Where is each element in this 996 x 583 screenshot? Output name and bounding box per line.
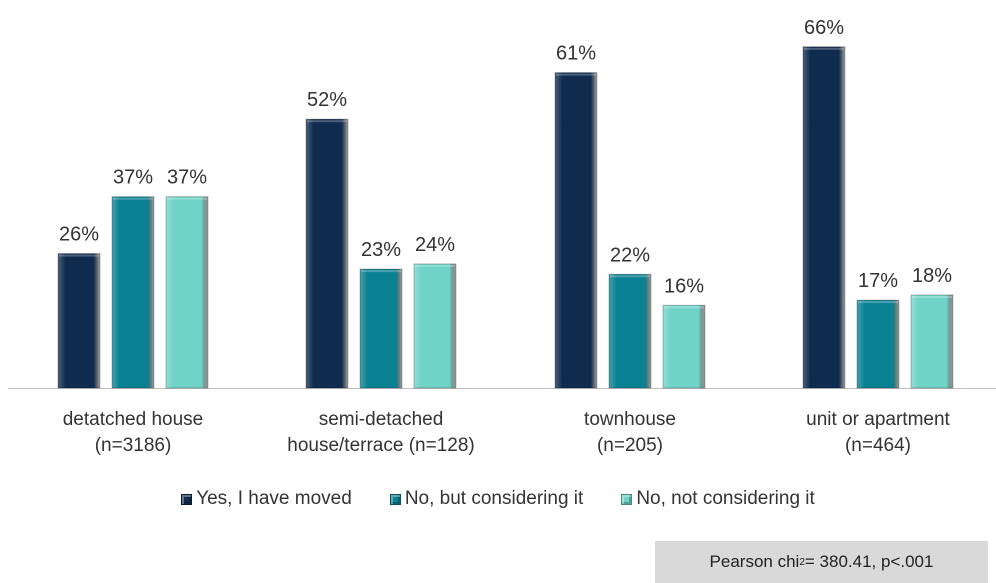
category-label: (n=205): [597, 435, 663, 456]
legend-label-moved: Yes, I have moved: [196, 488, 352, 509]
bar-chart: 26% 37% 37% detatched house (n=3186) 52% 23% 24…: [8, 17, 996, 456]
bar: [802, 46, 846, 389]
category-label: unit or apartment: [806, 409, 950, 430]
bar-highlight: [664, 306, 704, 309]
bar-highlight: [59, 254, 99, 257]
bar-highlight: [912, 295, 952, 298]
bar-highlight: [415, 264, 455, 267]
legend-swatch-moved: [181, 493, 193, 505]
note-prefix: Pearson chi: [709, 552, 800, 571]
bar-highlight: [858, 301, 898, 304]
data-label: 22%: [610, 244, 650, 266]
bar-highlight: [804, 47, 844, 50]
bar: [165, 196, 209, 389]
bar-highlight: [113, 197, 153, 200]
bar: [305, 118, 349, 389]
bar-highlight: [307, 120, 347, 123]
legend: Yes, I have moved No, but considering it…: [0, 488, 996, 510]
legend-swatch-not-considering: [621, 493, 633, 505]
bar: [554, 72, 598, 389]
bar: [111, 196, 155, 389]
bar: [608, 273, 652, 389]
data-label: 16%: [664, 275, 704, 297]
note-suffix: = 380.41, p<.001: [804, 552, 934, 571]
bar: [359, 268, 403, 389]
data-label: 61%: [556, 43, 596, 65]
data-label: 26%: [59, 224, 99, 246]
legend-label-not-considering: No, not considering it: [636, 488, 815, 509]
bar: [413, 263, 457, 389]
data-label: 66%: [804, 17, 844, 39]
bar: [662, 304, 706, 389]
note-superscript: 2: [799, 556, 805, 568]
category-label: house/terrace (n=128): [287, 435, 474, 456]
bar: [856, 299, 900, 389]
data-label: 17%: [858, 270, 898, 292]
legend-item-not-considering: No, not considering it: [621, 488, 815, 510]
bar-highlight: [556, 73, 596, 76]
data-label: 37%: [167, 167, 207, 189]
category-label: townhouse: [584, 409, 676, 430]
legend-label-considering: No, but considering it: [404, 488, 584, 509]
legend-swatch-considering: [389, 493, 401, 505]
data-label: 24%: [415, 234, 455, 256]
legend-item-moved: Yes, I have moved: [181, 488, 352, 510]
bar: [57, 253, 101, 389]
bar-highlight: [361, 270, 401, 273]
data-label: 52%: [307, 89, 347, 111]
data-label: 23%: [361, 239, 401, 261]
category-label: (n=464): [845, 435, 911, 456]
category-label: (n=3186): [95, 435, 172, 456]
category-label: detatched house: [63, 409, 204, 430]
data-label: 37%: [113, 167, 153, 189]
legend-item-considering: No, but considering it: [389, 488, 584, 510]
bar-highlight: [610, 275, 650, 278]
data-label: 18%: [912, 265, 952, 287]
bar-highlight: [167, 197, 207, 200]
statistics-note: Pearson chi 2 = 380.41, p<.001: [655, 541, 988, 583]
category-label: semi-detached: [319, 409, 444, 430]
bar: [910, 294, 954, 389]
